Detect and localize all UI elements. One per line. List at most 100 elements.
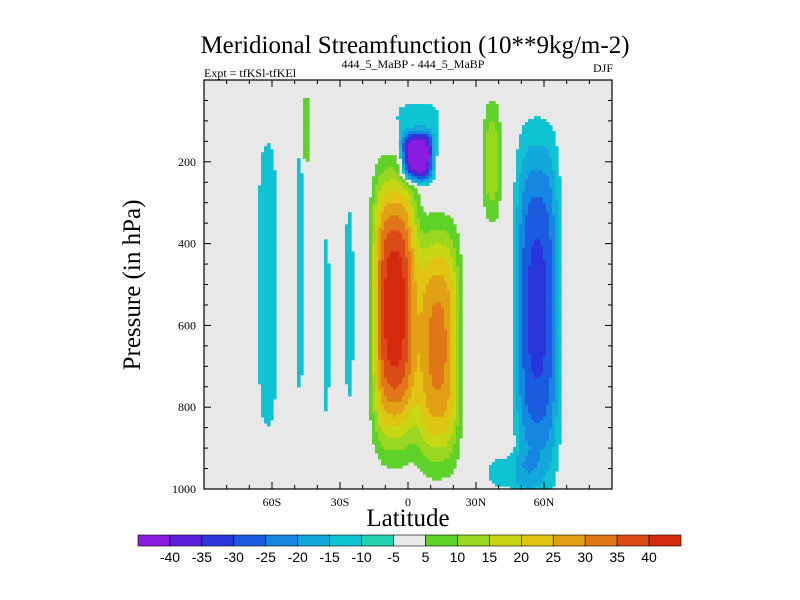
contour-cell	[516, 230, 520, 234]
contour-cell	[423, 128, 427, 132]
contour-cell	[537, 128, 541, 132]
contour-cell	[417, 263, 421, 268]
contour-cell	[375, 347, 379, 352]
contour-cell	[522, 380, 526, 385]
contour-cell	[432, 248, 436, 253]
contour-cell	[273, 173, 277, 177]
contour-cell	[432, 134, 436, 138]
contour-cell	[384, 302, 388, 307]
contour-cell	[390, 362, 394, 367]
contour-cell	[381, 365, 385, 370]
contour-cell	[387, 302, 391, 307]
contour-cell	[375, 266, 379, 271]
contour-cell	[414, 221, 418, 225]
contour-cell	[483, 149, 487, 153]
contour-cell	[348, 212, 352, 216]
contour-cell	[432, 386, 436, 391]
contour-cell	[396, 185, 400, 189]
contour-cell	[516, 215, 520, 219]
contour-cell	[303, 110, 307, 114]
contour-cell	[522, 269, 526, 274]
contour-cell	[396, 350, 400, 355]
contour-cell	[327, 332, 331, 337]
contour-cell	[396, 260, 400, 265]
contour-cell	[429, 128, 433, 132]
contour-cell	[369, 380, 373, 385]
contour-cell	[513, 200, 517, 204]
contour-cell	[528, 236, 532, 240]
contour-cell	[261, 203, 265, 207]
contour-cell	[552, 296, 556, 301]
contour-cell	[459, 365, 463, 370]
contour-cell	[531, 203, 535, 207]
contour-cell	[519, 383, 523, 388]
contour-cell	[408, 143, 412, 147]
contour-cell	[402, 266, 406, 271]
contour-cell	[429, 392, 433, 397]
contour-cell	[396, 176, 400, 180]
contour-cell	[402, 155, 406, 159]
contour-cell	[528, 173, 532, 177]
contour-cell	[405, 308, 409, 313]
contour-cell	[549, 164, 553, 168]
contour-cell	[537, 191, 541, 195]
contour-cell	[348, 341, 352, 346]
contour-cell	[432, 113, 436, 117]
contour-cell	[417, 245, 421, 250]
contour-cell	[429, 254, 433, 259]
contour-cell	[345, 332, 349, 337]
contour-cell	[420, 263, 424, 268]
contour-cell	[405, 155, 409, 159]
contour-cell	[267, 257, 271, 262]
contour-cell	[303, 149, 307, 153]
contour-cell	[486, 107, 490, 111]
contour-cell	[423, 146, 427, 150]
contour-cell	[414, 299, 418, 304]
contour-cell	[525, 359, 529, 364]
contour-cell	[417, 233, 421, 237]
contour-cell	[438, 218, 442, 222]
contour-cell	[447, 350, 451, 355]
contour-cell	[495, 176, 499, 180]
contour-cell	[531, 335, 535, 340]
contour-cell	[399, 197, 403, 201]
contour-cell	[492, 188, 496, 192]
contour-cell	[555, 299, 559, 304]
contour-cell	[519, 380, 523, 385]
contour-cell	[492, 185, 496, 189]
contour-cell	[423, 287, 427, 292]
contour-cell	[258, 275, 262, 280]
contour-cell	[531, 263, 535, 268]
contour-cell	[537, 329, 541, 334]
contour-cell	[393, 170, 397, 174]
contour-cell	[396, 344, 400, 349]
contour-cell	[435, 359, 439, 364]
contour-cell	[300, 332, 304, 337]
contour-cell	[267, 191, 271, 195]
contour-cell	[426, 263, 430, 268]
contour-cell	[375, 191, 379, 195]
contour-cell	[423, 251, 427, 256]
contour-cell	[264, 323, 268, 328]
contour-cell	[381, 368, 385, 373]
contour-cell	[414, 311, 418, 316]
contour-cell	[369, 317, 373, 322]
contour-cell	[534, 368, 538, 373]
contour-cell	[381, 362, 385, 367]
contour-cell	[546, 284, 550, 289]
contour-cell	[525, 245, 529, 250]
contour-cell	[324, 260, 328, 265]
contour-cell	[540, 188, 544, 192]
contour-cell	[453, 308, 457, 313]
contour-cell	[459, 290, 463, 295]
contour-cell	[273, 203, 277, 207]
contour-cell	[435, 380, 439, 385]
contour-cell	[264, 263, 268, 268]
contour-cell	[537, 281, 541, 286]
contour-cell	[420, 293, 424, 298]
contour-cell	[537, 203, 541, 207]
contour-cell	[540, 194, 544, 198]
contour-cell	[420, 311, 424, 316]
contour-cell	[408, 140, 412, 144]
contour-cell	[384, 272, 388, 277]
